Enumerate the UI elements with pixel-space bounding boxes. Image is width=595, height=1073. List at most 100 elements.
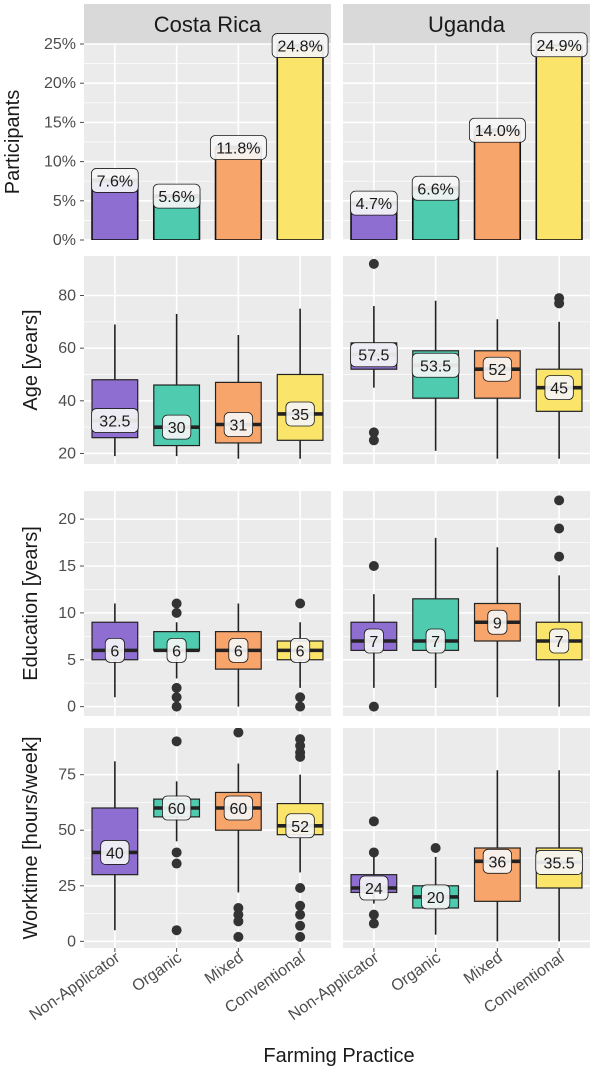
data-label-mixed: 11.8% <box>216 140 260 157</box>
data-label-organic-box <box>152 183 201 209</box>
outlier-point <box>368 918 379 929</box>
data-label-organic: 5.6% <box>158 189 194 206</box>
data-label-mixed-box <box>223 412 253 437</box>
data-label-conventional: 24.9% <box>536 38 581 55</box>
outlier-point <box>295 920 306 931</box>
data-label-mixed: 9 <box>493 615 502 632</box>
data-label-organic: 6.6% <box>417 181 453 198</box>
y-tick-label: 0% <box>53 232 76 249</box>
data-label-organic-box <box>411 175 460 201</box>
data-label-non-applicator-box <box>100 840 130 865</box>
panel-age-costa-rica: 32.5 30 31 35 <box>84 256 331 464</box>
data-label-non-applicator: 7.6% <box>97 173 133 190</box>
data-label-conventional: 24.8% <box>277 39 322 56</box>
outlier-point <box>368 427 379 438</box>
data-label-mixed-box <box>468 117 526 143</box>
category-label-mixed: Mixed <box>461 949 506 987</box>
outlier-point <box>554 523 565 534</box>
data-label-non-applicator: 4.7% <box>356 196 392 213</box>
data-label-non-applicator: 6 <box>110 643 119 660</box>
outlier-point <box>554 495 565 506</box>
outlier-point <box>171 847 182 858</box>
panel-background <box>84 491 331 716</box>
data-label-conventional: 35.5 <box>544 855 575 872</box>
data-label-conventional-box <box>271 33 329 58</box>
panel-worktime-uganda: 24 20 36 35.5 <box>343 728 590 952</box>
outlier-point <box>233 931 244 942</box>
category-label-organic: Organic <box>388 949 444 995</box>
y-tick-label: 5% <box>53 193 76 210</box>
outlier-point <box>171 736 182 747</box>
box-mixed <box>473 770 521 942</box>
outlier-point <box>295 598 306 609</box>
data-label-organic: 30 <box>168 420 186 437</box>
data-label-non-applicator-box <box>350 342 398 368</box>
outlier-point <box>368 561 379 571</box>
data-label-non-applicator: 57.5 <box>358 348 389 365</box>
box-conventional <box>276 308 324 459</box>
outlier-point <box>171 858 182 869</box>
outlier-point <box>171 692 182 703</box>
data-label-organic: 7 <box>431 634 440 651</box>
y-tick-label: 0 <box>67 933 76 950</box>
y-axis-title-education: Education [years] <box>20 526 42 681</box>
y-tick-label: 25 <box>58 878 76 895</box>
y-tick-label: 20 <box>58 511 76 528</box>
panel-education-costa-rica: 6 6 6 6 <box>84 491 331 716</box>
outlier-point <box>554 551 565 562</box>
data-label-mixed-box <box>223 795 253 821</box>
outlier-point <box>368 258 379 269</box>
chart-panels: 7.6% 5.6% 11.8% 24.8% 4.7% 6.6% 14.0% 24.9% 32.5… <box>84 32 590 952</box>
y-axis-labels: Participants 0% 5% 10% 15% 20% 25% Age [years] 2… <box>2 36 84 950</box>
y-tick-label: 15 <box>58 558 76 575</box>
y-tick-label: 10 <box>58 605 76 622</box>
data-label-non-applicator: 24 <box>365 881 383 898</box>
category-label-non-applicator: Non-Applicator <box>27 949 124 1024</box>
bar-mixed <box>214 146 263 240</box>
data-label-non-applicator-box <box>104 637 125 663</box>
data-label-organic-box <box>411 352 460 378</box>
y-tick-label: 0 <box>67 699 76 716</box>
data-label-non-applicator-box <box>91 168 139 193</box>
data-label-non-applicator-box <box>363 628 384 654</box>
panel-participants-uganda: 4.7% 6.6% 14.0% 24.9% <box>343 32 590 241</box>
y-axis-title-participants: Participants <box>2 90 24 195</box>
data-label-non-applicator: 32.5 <box>99 414 130 431</box>
y-axis-title-worktime: Worktime [hours/week] <box>20 736 42 939</box>
data-label-mixed: 6 <box>234 643 243 660</box>
outlier-point <box>171 701 182 712</box>
outlier-point <box>295 751 306 762</box>
data-label-mixed: 52 <box>488 362 506 379</box>
category-labels: Non-Applicator Organic MixedConventionalNo… <box>27 949 568 1024</box>
outlier-point <box>295 931 306 942</box>
data-label-mixed-box <box>487 609 508 635</box>
y-tick-label: 75 <box>58 767 76 784</box>
data-label-conventional-box <box>530 32 588 58</box>
data-label-non-applicator-box <box>359 875 389 901</box>
y-tick-label: 20% <box>44 75 76 92</box>
outlier-point <box>554 298 565 309</box>
data-label-conventional: 45 <box>550 381 568 398</box>
data-label-organic: 60 <box>168 801 186 818</box>
y-tick-label: 20 <box>58 445 76 462</box>
panel-background <box>343 491 590 716</box>
category-label-organic: Organic <box>129 949 185 995</box>
panel-background <box>343 728 590 948</box>
data-label-mixed: 36 <box>488 854 506 871</box>
data-label-mixed: 31 <box>229 418 247 435</box>
data-label-conventional-box <box>290 637 311 663</box>
outlier-point <box>295 883 306 893</box>
outlier-point <box>233 728 244 738</box>
y-tick-label: 80 <box>58 287 76 304</box>
outlier-point <box>295 900 306 911</box>
data-label-non-applicator: 7 <box>369 634 378 651</box>
data-label-conventional-box <box>285 813 315 839</box>
bar-conventional <box>535 44 583 240</box>
data-label-organic: 53.5 <box>420 358 451 375</box>
data-label-organic: 20 <box>427 890 445 907</box>
data-label-conventional-box <box>549 628 570 654</box>
data-label-organic-box <box>162 795 192 821</box>
outlier-point <box>295 909 306 920</box>
data-label-conventional: 6 <box>296 643 305 660</box>
